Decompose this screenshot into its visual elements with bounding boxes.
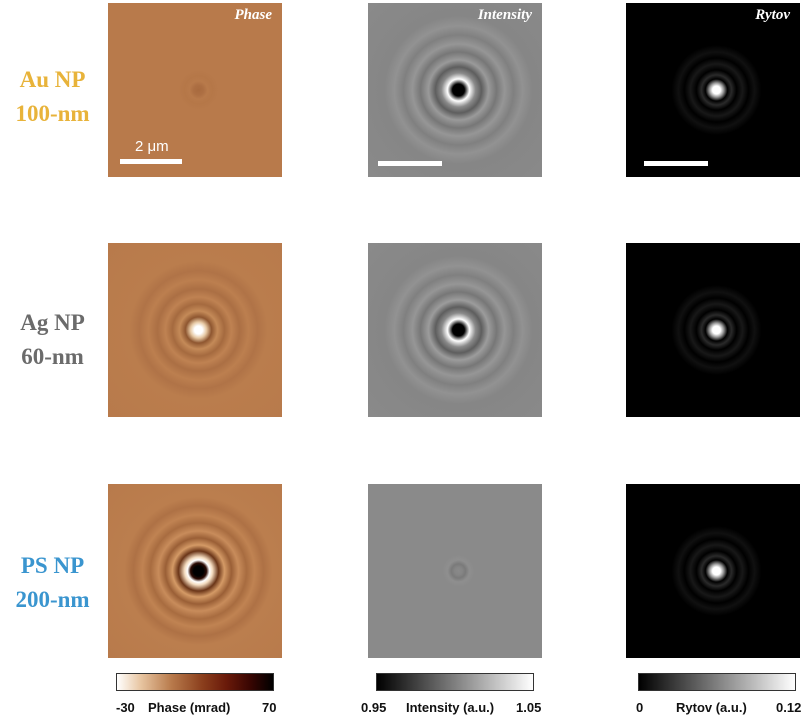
colorbar-rytov	[638, 673, 796, 691]
scale-bar	[120, 159, 182, 164]
colorbar-intensity	[376, 673, 534, 691]
row-label-ag-size: 60-nm	[21, 344, 84, 369]
panel-title-rytov: Rytov	[755, 7, 790, 23]
colorbar-phase-label: Phase (mrad)	[148, 700, 231, 715]
row-label-au-size: 100-nm	[15, 101, 90, 126]
panel-title-phase: Phase	[234, 7, 273, 23]
panel-ag-intensity	[368, 243, 542, 417]
panel-ps-intensity	[368, 484, 542, 658]
colorbar-phase-min: -30	[116, 700, 135, 715]
colorbar-intensity-max: 1.05	[516, 700, 542, 715]
colorbar-phase	[116, 673, 274, 691]
row-label-au-name: Au NP	[19, 67, 86, 92]
panel-title-intensity: Intensity	[477, 7, 532, 23]
colorbar-rytov-min: 0	[636, 700, 644, 715]
row-label-au: Au NP 100-nm	[0, 63, 105, 131]
colorbar-rytov-max: 0.12	[776, 700, 802, 715]
scale-bar	[644, 161, 708, 166]
colorbar-intensity-label: Intensity (a.u.)	[406, 700, 495, 715]
row-label-ag: Ag NP 60-nm	[0, 306, 105, 374]
panel-ag-phase	[108, 243, 282, 417]
colorbar-rytov-label: Rytov (a.u.)	[676, 700, 747, 715]
panel-ag-rytov	[626, 243, 800, 417]
colorbar-phase-max: 70	[262, 700, 277, 715]
row-label-ps-size: 200-nm	[15, 587, 90, 612]
panel-ps-phase	[108, 484, 282, 658]
panel-au-rytov: Rytov	[626, 3, 800, 177]
row-label-ps: PS NP 200-nm	[0, 549, 105, 617]
colorbar-intensity-min: 0.95	[361, 700, 387, 715]
panel-au-phase: Phase 2 μm	[108, 3, 282, 177]
scale-bar-label: 2 μm	[135, 138, 169, 155]
panel-ps-rytov	[626, 484, 800, 658]
scale-bar	[378, 161, 442, 166]
row-label-ag-name: Ag NP	[20, 310, 85, 335]
row-label-ps-name: PS NP	[20, 553, 85, 578]
panel-au-intensity: Intensity	[368, 3, 542, 177]
